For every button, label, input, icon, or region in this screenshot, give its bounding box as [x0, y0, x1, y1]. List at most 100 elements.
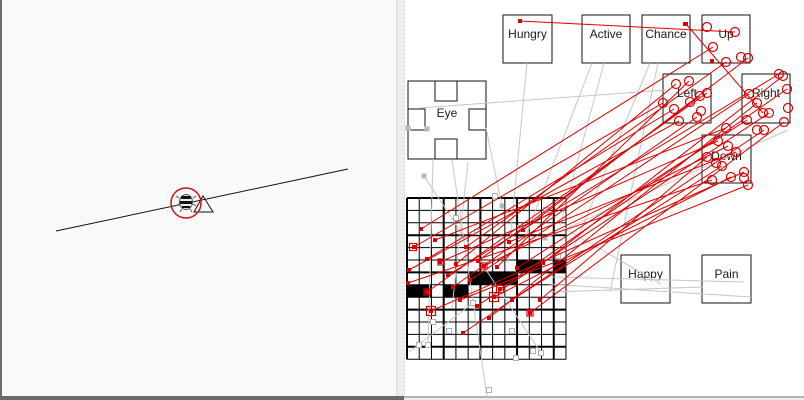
- gray-connection: [419, 89, 667, 109]
- red-connection: [408, 120, 680, 271]
- red-node-square: [468, 278, 472, 282]
- red-connection: [483, 145, 729, 267]
- bug-leg: [179, 208, 183, 213]
- red-node-square: [518, 19, 522, 23]
- red-node-square: [538, 298, 542, 302]
- red-node-circle: [722, 140, 734, 152]
- red-node-circle: [684, 96, 696, 108]
- gray-node-square: [416, 342, 422, 348]
- terrain-line: [55, 168, 349, 232]
- red-node-square: [406, 281, 410, 285]
- bug-leg: [192, 203, 197, 207]
- red-node-square: [461, 331, 465, 335]
- gray-node-square: [430, 319, 436, 325]
- red-node-square: [710, 59, 714, 63]
- eye-sensor-cell: [434, 138, 458, 160]
- red-node-square: [425, 257, 429, 261]
- red-node-circle: [742, 52, 754, 64]
- node-box-rect[interactable]: [581, 14, 631, 64]
- bug-leg: [189, 208, 193, 213]
- red-node-square: [458, 298, 462, 302]
- eye-sensor-cell: [468, 108, 487, 131]
- bug-leg: [192, 195, 197, 199]
- red-node-circle: [757, 107, 769, 119]
- red-connection: [434, 127, 727, 241]
- gray-connection: [427, 158, 434, 346]
- bug-stripe: [180, 201, 192, 204]
- network-panel-bottom-rule: [404, 396, 804, 398]
- red-node-square: [407, 268, 411, 272]
- red-node-square: [429, 309, 433, 313]
- red-connection: [447, 73, 780, 276]
- direction-triangle: [193, 195, 214, 213]
- red-node-circle: [773, 68, 785, 80]
- red-node-circle: [673, 115, 685, 127]
- red-node-square: [495, 265, 499, 269]
- red-connection: [529, 121, 785, 314]
- red-connection: [465, 61, 727, 248]
- red-node-open-square: [423, 288, 431, 296]
- red-connection: [439, 140, 719, 263]
- red-connection: [508, 151, 737, 243]
- red-node-circle: [694, 90, 706, 102]
- bug-stripe: [182, 206, 190, 208]
- red-node-square: [507, 240, 511, 244]
- red-node-square: [498, 287, 502, 291]
- gray-connection: [451, 161, 469, 309]
- red-node-open-square: [408, 242, 418, 252]
- red-node-square: [487, 316, 491, 320]
- gray-node-square: [513, 355, 519, 361]
- red-node-square: [492, 295, 496, 299]
- bug-stripe: [181, 196, 191, 199]
- red-node-square: [510, 298, 514, 302]
- red-node-circle: [763, 107, 775, 119]
- red-node-circle: [725, 171, 737, 183]
- gray-node-square: [486, 387, 492, 393]
- red-connection: [519, 20, 736, 33]
- red-node-circle: [738, 172, 750, 184]
- panel-divider[interactable]: [396, 0, 405, 397]
- gray-node-square: [470, 300, 476, 306]
- grid-cell-filled: [492, 272, 505, 285]
- node-box-label: Up: [718, 27, 734, 41]
- red-node-square: [464, 245, 468, 249]
- selection-circle: [170, 187, 202, 219]
- retina-grid: [406, 197, 567, 360]
- node-box-rect[interactable]: [502, 14, 553, 64]
- red-connection: [522, 57, 749, 231]
- gray-node-square-filled: [424, 126, 430, 132]
- world-panel: [2, 0, 396, 397]
- red-node-square: [438, 260, 442, 264]
- gray-connection: [552, 276, 745, 283]
- red-node-circle: [738, 166, 750, 178]
- red-node-circle: [735, 51, 747, 63]
- red-node-circle: [657, 97, 669, 109]
- gray-node-square: [453, 215, 459, 221]
- red-node-circle: [781, 83, 793, 95]
- red-node-circle: [695, 105, 707, 117]
- node-box-label: Active: [590, 27, 623, 41]
- node-box-chance[interactable]: Chance: [641, 14, 691, 64]
- bug-leg: [175, 195, 180, 199]
- red-node-square: [683, 22, 687, 26]
- node-box-up[interactable]: Up: [701, 14, 751, 64]
- node-box-rect[interactable]: [641, 14, 691, 64]
- bug-agent[interactable]: [175, 194, 197, 213]
- gray-connection: [550, 286, 704, 293]
- node-box-hungry[interactable]: Hungry: [502, 14, 553, 64]
- gray-connection: [559, 62, 605, 227]
- eye-sensor-cell: [407, 108, 426, 131]
- red-node-circle: [758, 124, 770, 136]
- red-node-open-square: [480, 262, 488, 270]
- gray-node-square-filled: [421, 173, 427, 179]
- node-box-active[interactable]: Active: [581, 14, 631, 64]
- red-node-circle: [701, 151, 713, 163]
- red-node-square: [419, 227, 423, 231]
- gray-connection: [485, 127, 503, 207]
- red-connection: [542, 75, 784, 264]
- gray-connection: [544, 129, 789, 239]
- red-node-square: [454, 262, 458, 266]
- red-connection: [469, 93, 750, 281]
- node-box-eye[interactable]: Eye: [407, 80, 487, 160]
- gray-connection: [547, 283, 752, 298]
